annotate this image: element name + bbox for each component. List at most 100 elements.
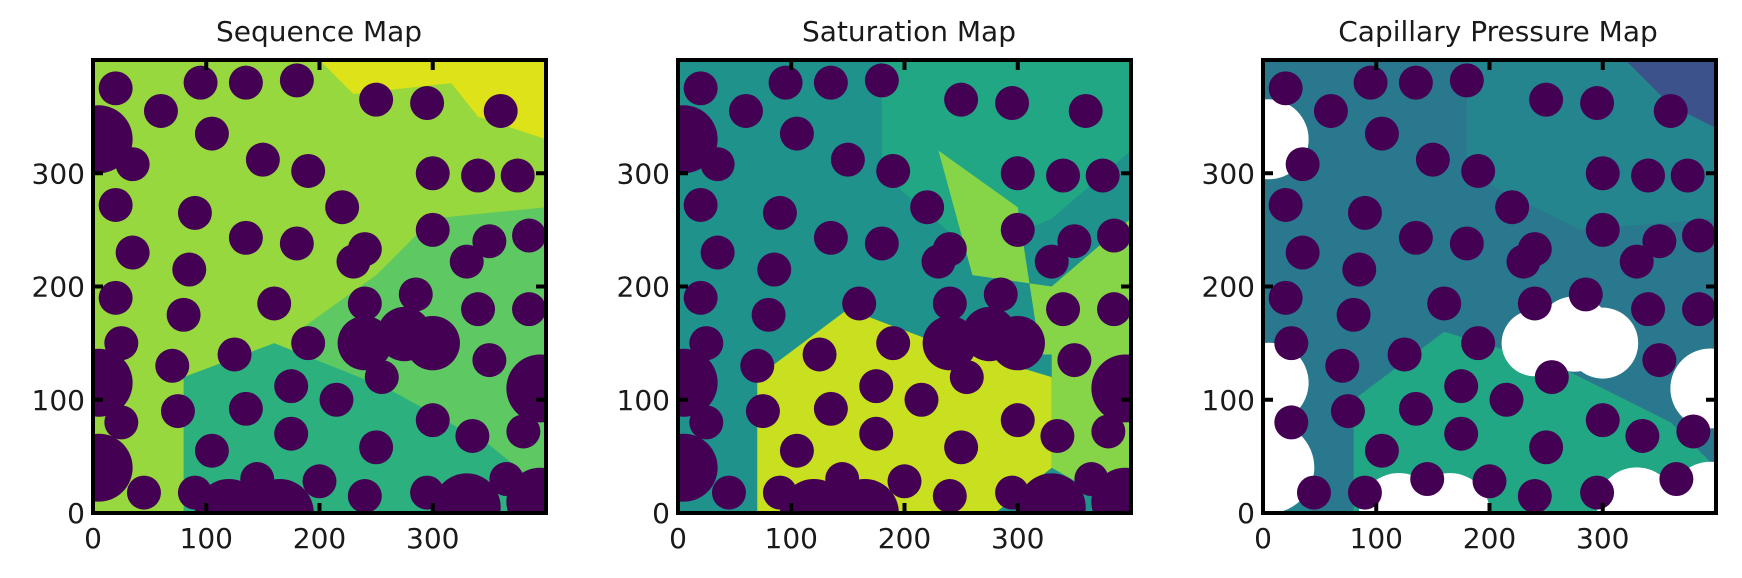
- grain-disk: [449, 244, 484, 279]
- grain-disk: [347, 286, 382, 321]
- grain-disk: [1091, 414, 1126, 449]
- grain-disk: [217, 337, 252, 372]
- grain-disk: [728, 93, 763, 128]
- chart-title: Capillary Pressure Map: [1338, 15, 1658, 48]
- grain-disk: [813, 391, 848, 426]
- grain-disk: [1489, 382, 1524, 417]
- grain-disk: [1296, 475, 1331, 510]
- grain-disk: [740, 348, 775, 383]
- grain-disk: [1585, 403, 1620, 438]
- axis-ticks: 0 100 200 300 0 100 200 300: [1202, 60, 1716, 555]
- x-tick-label: 0: [669, 522, 687, 555]
- grain-disk: [745, 394, 780, 429]
- x-tick-label: 100: [180, 522, 233, 555]
- grain-disk: [336, 244, 371, 279]
- grain-disk: [842, 286, 877, 321]
- grain-disk: [472, 343, 507, 378]
- grain-disk: [245, 142, 280, 177]
- grain-disk: [1268, 280, 1303, 315]
- grain-disk: [500, 158, 535, 193]
- grain-disk: [506, 467, 546, 513]
- grain-disk: [1040, 419, 1075, 453]
- unfilled-region: [1263, 342, 1309, 423]
- grain-disk: [1353, 65, 1388, 100]
- chart-title: Sequence Map: [216, 15, 422, 48]
- grain-disk: [245, 479, 314, 513]
- grain-disk: [1347, 475, 1382, 510]
- grain-disk: [904, 382, 939, 417]
- grain-disk: [512, 292, 546, 327]
- grain-disk: [1653, 93, 1688, 128]
- grain-disk: [98, 280, 133, 315]
- y-tick-label: 300: [617, 157, 670, 190]
- grain-disk: [1580, 86, 1615, 121]
- grain-disk: [432, 473, 501, 513]
- grain-disk: [359, 430, 394, 465]
- x-tick-label: 300: [991, 522, 1044, 555]
- grain-disk: [1274, 326, 1309, 361]
- grain-disk: [944, 430, 979, 465]
- grain-disk: [830, 142, 865, 177]
- x-tick-label: 100: [1350, 522, 1403, 555]
- sequence-map-chart: Sequence Map 0 100 200 300 0 100 200 300: [32, 15, 548, 555]
- grain-disk: [1097, 218, 1131, 253]
- grain-disk: [689, 405, 724, 440]
- grain-disk: [1274, 405, 1309, 440]
- grain-disk: [279, 63, 314, 98]
- grain-disk: [1427, 286, 1462, 321]
- grain-disk: [483, 93, 518, 128]
- grain-disk: [1342, 252, 1377, 287]
- y-tick-label: 300: [1202, 157, 1255, 190]
- heatmap-area: [678, 60, 1131, 513]
- grain-disk: [98, 187, 133, 222]
- x-tick-label: 0: [1254, 522, 1272, 555]
- field-region: [938, 150, 1131, 355]
- grain-disk: [1398, 391, 1433, 426]
- grain-disk: [279, 226, 314, 261]
- grain-disk: [415, 156, 450, 191]
- grain-disk: [983, 277, 1018, 312]
- grain-disk: [1000, 403, 1035, 438]
- y-tick-label: 200: [1202, 271, 1255, 304]
- grain-disk: [864, 63, 899, 98]
- grain-disk: [183, 65, 218, 100]
- grain-disk: [228, 220, 263, 255]
- grain-disk: [932, 479, 967, 513]
- grain-disk: [415, 403, 450, 438]
- unfilled-region: [1596, 467, 1677, 513]
- grain-disk: [1091, 467, 1131, 513]
- capillary-pressure-map-panel: Capillary Pressure Map 0 100 200 300 0 100 200…: [1170, 0, 1742, 578]
- axis-ticks: 0 100 200 300 0 100 200 300: [32, 60, 546, 555]
- grain-disk: [194, 479, 263, 513]
- grain-disk: [678, 105, 718, 174]
- grain-disk: [1461, 326, 1496, 361]
- grain-disk: [1285, 235, 1320, 270]
- heatmap-area: [93, 60, 546, 513]
- grain-disk: [887, 464, 922, 499]
- grain-disk: [115, 235, 150, 270]
- axis-ticks: 0 100 200 300 0 100 200 300: [617, 60, 1131, 555]
- unfilled-region: [1501, 309, 1568, 377]
- grain-disk: [1517, 479, 1552, 513]
- unfilled-region: [1567, 307, 1639, 379]
- grain-disk: [762, 195, 797, 230]
- grain-disk: [325, 190, 360, 225]
- grain-disk: [1364, 116, 1399, 151]
- grain-disk: [155, 348, 190, 383]
- grain-disk: [1444, 369, 1479, 404]
- grain-disk: [1619, 244, 1654, 279]
- grain-disk: [1585, 156, 1620, 191]
- capillary-pressure-map-chart: Capillary Pressure Map 0 100 200 300 0 100 200…: [1202, 15, 1718, 555]
- grain-disk: [1585, 212, 1620, 247]
- y-tick-label: 200: [32, 271, 85, 304]
- grain-disk: [859, 369, 894, 404]
- x-tick-label: 300: [1576, 522, 1629, 555]
- y-tick-label: 100: [1202, 384, 1255, 417]
- grain-disk: [802, 337, 837, 372]
- grain-disk: [990, 315, 1045, 371]
- grain-disk: [166, 297, 201, 332]
- grain-disk: [472, 224, 507, 259]
- grain-disk: [274, 369, 309, 404]
- grain-disk: [864, 226, 899, 261]
- y-tick-label: 200: [617, 271, 670, 304]
